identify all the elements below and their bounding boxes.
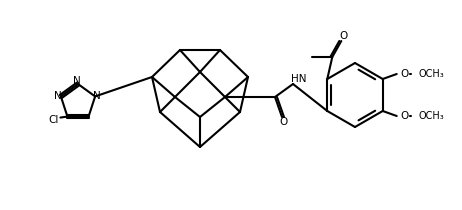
Text: N: N (73, 76, 81, 86)
Text: OCH₃: OCH₃ (419, 69, 444, 79)
Text: O: O (339, 31, 347, 41)
Text: O: O (280, 117, 288, 127)
Text: N: N (93, 91, 101, 101)
Text: O: O (401, 69, 409, 79)
Text: OCH₃: OCH₃ (419, 111, 444, 121)
Text: HN: HN (291, 74, 306, 84)
Text: O: O (401, 111, 409, 121)
Text: Cl: Cl (48, 115, 59, 125)
Text: N: N (54, 91, 62, 101)
